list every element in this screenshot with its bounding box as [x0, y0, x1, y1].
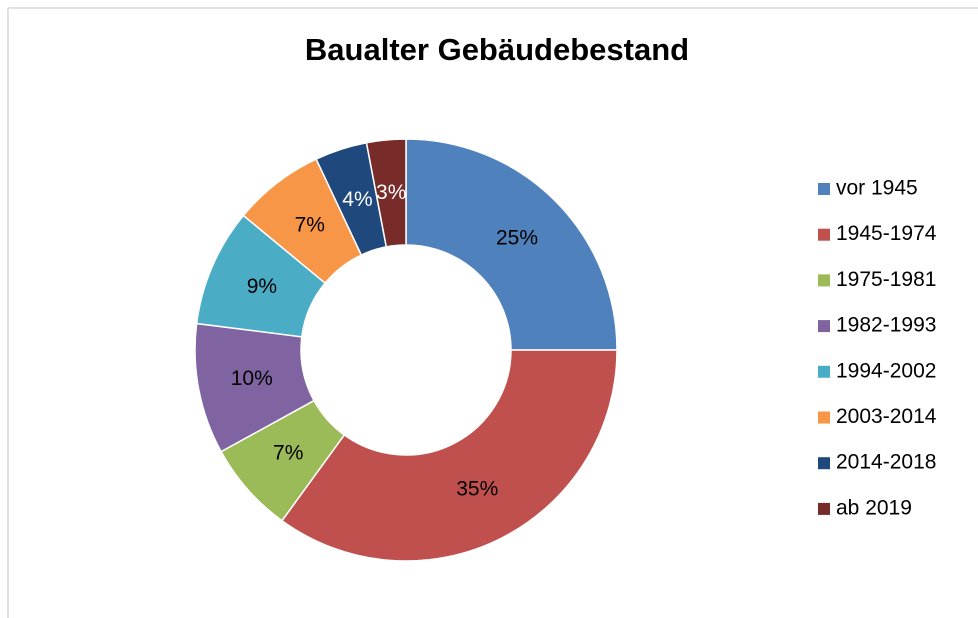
- legend-label: ab 2019: [836, 496, 912, 519]
- data-label: 3%: [376, 181, 406, 204]
- legend-label: 2014-2018: [836, 451, 936, 474]
- donut-slice: [280, 349, 618, 562]
- legend-label: vor 1945: [836, 177, 918, 200]
- data-label: 25%: [496, 227, 538, 250]
- legend-swatch: [818, 365, 830, 378]
- data-label: 10%: [231, 367, 273, 390]
- legend-swatch: [818, 274, 830, 287]
- legend-swatch: [818, 320, 830, 333]
- data-label: 35%: [456, 477, 498, 500]
- legend-swatch: [818, 228, 830, 241]
- legend-label: 1945-1974: [836, 222, 937, 245]
- legend-label: 1982-1993: [836, 314, 936, 337]
- data-label: 7%: [295, 213, 325, 236]
- legend-label: 1994-2002: [836, 359, 936, 382]
- data-label: 9%: [247, 275, 277, 298]
- data-label: 4%: [342, 188, 372, 211]
- legend-swatch: [818, 411, 830, 424]
- donut-slice: [365, 138, 407, 248]
- legend-swatch: [818, 183, 830, 195]
- legend-label: 1975-1981: [836, 268, 936, 291]
- legend-swatch: [818, 457, 830, 470]
- chart-title: Baualter Gebäudebestand: [305, 32, 689, 67]
- legend-label: 2003-2014: [836, 405, 937, 428]
- data-label: 7%: [273, 441, 303, 464]
- legend-swatch: [818, 502, 830, 515]
- donut-slice: [405, 138, 618, 351]
